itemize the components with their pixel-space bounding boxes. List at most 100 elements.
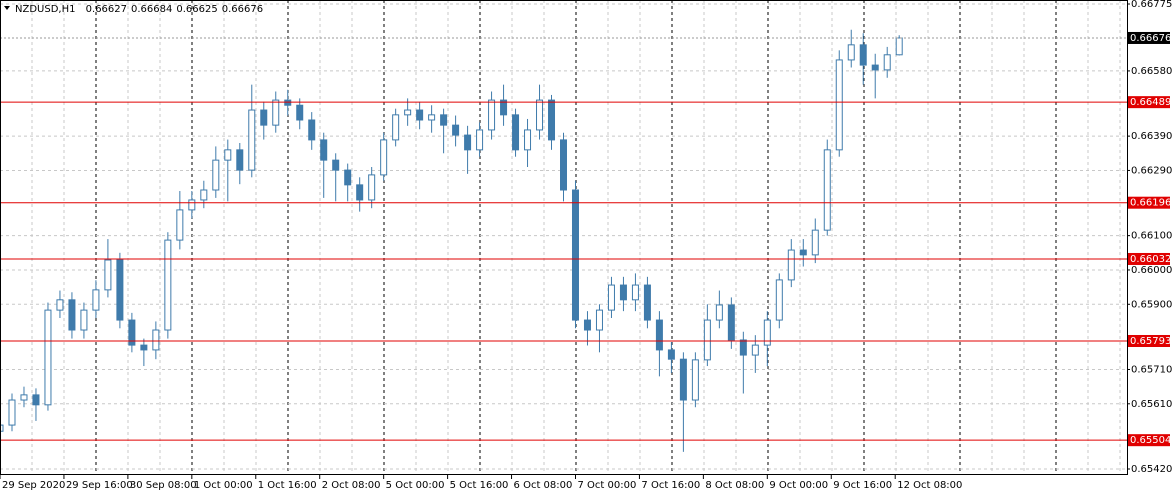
- y-tick-label: 0.66100: [1131, 231, 1172, 242]
- candle-body: [464, 134, 472, 151]
- candle-body: [44, 309, 52, 406]
- candle-body: [320, 139, 328, 161]
- header-value: 0.66625: [176, 4, 217, 15]
- candle-body: [200, 189, 208, 201]
- grid: [0, 0, 1127, 475]
- level-label-box: [1127, 96, 1170, 109]
- x-tick-label: 12 Oct 08:00: [897, 480, 962, 491]
- chart-header: NZDUSD,H1 0.66627 0.66684 0.66625 0.66676: [15, 4, 263, 15]
- marks: [0, 29, 903, 452]
- candle-body: [392, 114, 400, 141]
- candle-body: [68, 299, 76, 331]
- candle-body: [296, 104, 304, 121]
- y-tick-label: 0.65420: [1131, 464, 1172, 475]
- y-tick-label: 0.65710: [1131, 364, 1172, 375]
- level-label: 0.65793: [1130, 336, 1171, 347]
- candle-body: [823, 149, 831, 231]
- candle-body: [512, 114, 520, 151]
- candle-body: [835, 59, 843, 151]
- header-value: 0.66684: [131, 4, 172, 15]
- candle-body: [128, 319, 136, 346]
- candle-body: [883, 54, 891, 71]
- x-tick-label: 30 Sep 08:00: [130, 480, 197, 491]
- header-value: 0.66627: [86, 4, 127, 15]
- x-tick-label: 9 Oct 16:00: [833, 480, 892, 491]
- level-label: 0.66489: [1130, 97, 1171, 108]
- candle-body: [895, 37, 903, 56]
- candle-body: [643, 284, 651, 321]
- candle-body: [500, 99, 508, 116]
- candle-body: [595, 309, 603, 331]
- candle-body: [739, 339, 747, 356]
- x-tick-label: 2 Oct 08:00: [322, 480, 381, 491]
- y-tick-label: 0.66390: [1131, 131, 1172, 142]
- candle-body: [8, 399, 16, 426]
- candle-body: [524, 129, 532, 151]
- y-tick-label: 0.65610: [1131, 399, 1172, 410]
- candle-body: [368, 174, 376, 201]
- y-tick-label: 0.66290: [1131, 165, 1172, 176]
- x-tick-label: 9 Oct 00:00: [769, 480, 828, 491]
- candle-body: [356, 184, 364, 201]
- candle-body: [332, 159, 340, 171]
- symbol: NZDUSD,H1: [15, 4, 75, 15]
- candle-body: [631, 284, 639, 301]
- candle-body: [272, 99, 280, 126]
- candle-body: [152, 329, 160, 351]
- dropdown-icon[interactable]: [4, 6, 10, 10]
- x-tick-label: 1 Oct 16:00: [258, 480, 317, 491]
- candle-body: [212, 159, 220, 191]
- candle-body: [116, 259, 124, 321]
- x-tick-label: 8 Oct 08:00: [705, 480, 764, 491]
- candle-body: [476, 129, 484, 151]
- candle-body: [536, 99, 544, 131]
- candle-body: [691, 359, 699, 401]
- current-price-box: [1127, 31, 1170, 44]
- candle-body: [548, 99, 556, 141]
- candle-body: [104, 259, 112, 291]
- plot-frame: [0, 0, 1128, 475]
- x-tick-label: 29 Sep 2020: [2, 480, 65, 491]
- candle-body: [56, 299, 64, 311]
- candle-body: [655, 319, 663, 351]
- y-tick-label: 0.66000: [1131, 265, 1172, 276]
- current-price-label: 0.66676: [1130, 33, 1171, 44]
- candle-body: [488, 99, 496, 131]
- x-tick-label: 1 Oct 00:00: [194, 480, 253, 491]
- x-tick-label: 7 Oct 16:00: [641, 480, 700, 491]
- level-label-box: [1127, 196, 1170, 209]
- candle-body: [236, 149, 244, 171]
- candle-body: [619, 284, 627, 301]
- x-tick-label: 6 Oct 08:00: [514, 480, 573, 491]
- candle-body: [679, 358, 687, 401]
- candle-body: [811, 229, 819, 256]
- candle-body: [284, 99, 292, 106]
- candle-body: [703, 319, 711, 361]
- level-label-box: [1127, 252, 1170, 265]
- x-tick-label: 7 Oct 00:00: [577, 480, 636, 491]
- candle-body: [607, 284, 615, 311]
- candle-body: [428, 114, 436, 121]
- candle-body: [583, 319, 591, 331]
- candle-body: [308, 119, 316, 141]
- candle-body: [416, 109, 424, 121]
- candle-body: [176, 209, 184, 241]
- header-value: 0.66676: [222, 4, 263, 15]
- candle-body: [452, 124, 460, 136]
- candle-body: [380, 139, 388, 176]
- candle-body: [727, 304, 735, 341]
- y-tick-label: 0.66775: [1131, 0, 1172, 10]
- candle-body: [763, 319, 771, 346]
- candle-body: [344, 169, 352, 186]
- candle-body: [571, 189, 579, 321]
- x-tick-label: 5 Oct 00:00: [386, 480, 445, 491]
- candle-body: [787, 249, 795, 281]
- candle-body: [188, 199, 196, 211]
- level-label: 0.66032: [1130, 254, 1171, 265]
- candle-body: [140, 344, 148, 351]
- candle-body: [775, 279, 783, 321]
- candle-body: [80, 309, 88, 331]
